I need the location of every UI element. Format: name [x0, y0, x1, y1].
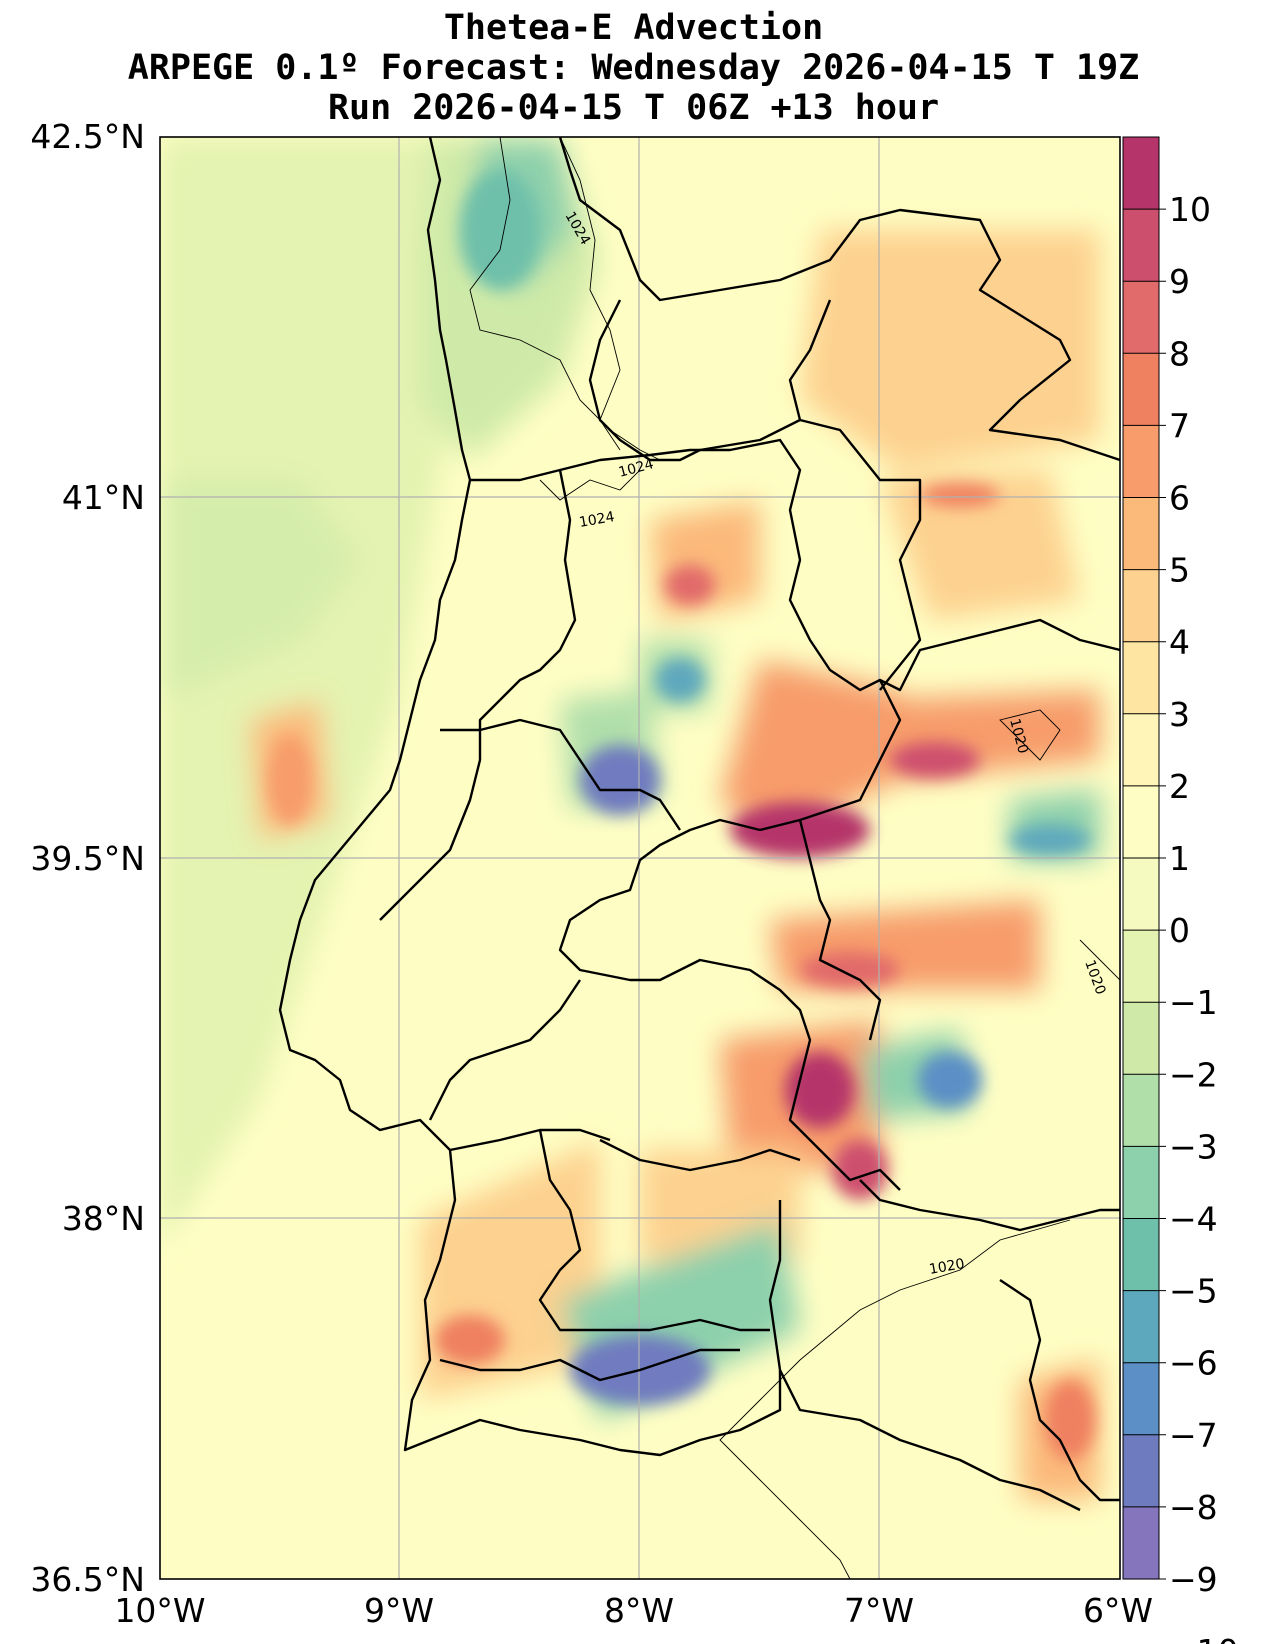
colorbar-tick-label: −4	[1169, 1200, 1218, 1239]
colorbar-segment	[1123, 425, 1159, 499]
colorbar-segment	[1123, 1074, 1159, 1147]
colorbar-segment	[1123, 858, 1159, 931]
colorbar-segment	[1123, 1146, 1159, 1220]
lat-tick-label: 42.5°N	[30, 117, 145, 156]
lat-axis: 42.5°N 41°N 39.5°N 38°N 36.5°N	[30, 117, 145, 1599]
lon-tick-label: 8°W	[604, 1591, 674, 1630]
lon-axis: 10°W 9°W 8°W 7°W 6°W	[114, 1591, 1153, 1630]
lon-tick-label: 6°W	[1083, 1591, 1153, 1630]
lon-tick-label: 7°W	[844, 1591, 914, 1630]
lon-tick-label: 10°W	[114, 1591, 205, 1630]
colorbar-segment	[1123, 930, 1159, 1003]
colorbar-tick-label: 5	[1169, 551, 1190, 590]
colorbar-tick-label: −10	[1169, 1632, 1239, 1644]
colorbar-segment	[1123, 641, 1159, 715]
coastline-borders	[278, 137, 1120, 1512]
colorbar-segment	[1123, 713, 1159, 787]
title-line-2: ARPEGE 0.1º Forecast: Wednesday 2026-04-…	[127, 48, 1140, 88]
lat-tick-label: 38°N	[62, 1199, 145, 1238]
colorbar-segment	[1123, 1218, 1159, 1292]
colorbar-segment	[1123, 497, 1159, 571]
lon-tick-label: 9°W	[364, 1591, 434, 1630]
title-line-1: Thetea-E Advection	[443, 8, 824, 48]
colorbar-segment	[1123, 209, 1159, 282]
colorbar-tick-label: 9	[1169, 262, 1190, 301]
colorbar-tick-label: 6	[1169, 479, 1190, 518]
colorbar-tick-label: −1	[1169, 983, 1218, 1022]
isobar-label: 1024	[578, 509, 616, 531]
colorbar-segment	[1123, 281, 1159, 354]
colorbar-tick-label: 10	[1169, 190, 1211, 229]
colorbar-tick-label: 2	[1169, 767, 1190, 806]
colorbar-tick-label: −3	[1169, 1127, 1218, 1166]
lat-tick-label: 41°N	[62, 478, 145, 517]
colorbar-tick-label: 3	[1169, 695, 1190, 734]
colorbar-tick-label: 1	[1169, 839, 1190, 878]
map-frame	[159, 136, 1121, 1580]
isobars	[469, 137, 1120, 1579]
colorbar-tick-label: 8	[1169, 334, 1190, 373]
colorbar-tick-label: −9	[1169, 1560, 1218, 1599]
map-area	[160, 137, 1120, 1579]
colorbar-segment	[1123, 1506, 1159, 1580]
colorbar-tick-label: 0	[1169, 911, 1190, 950]
field-cores	[268, 170, 1095, 1460]
colorbar-tick-label: 4	[1169, 623, 1190, 662]
chart-title: Thetea-E Advection ARPEGE 0.1º Forecast:…	[0, 8, 1267, 128]
lat-tick-label: 36.5°N	[30, 1560, 145, 1599]
colorbar-segment	[1123, 137, 1159, 210]
colorbar-tick-label: 7	[1169, 406, 1190, 445]
colorbar-tick-label: −7	[1169, 1416, 1218, 1455]
colorbar-tick-label: −2	[1169, 1055, 1218, 1094]
colorbar-segment	[1123, 1002, 1159, 1075]
isobar-label: 1020	[928, 1256, 966, 1278]
colorbar-segment	[1123, 569, 1159, 643]
colorbar-tick-label: −6	[1169, 1344, 1218, 1383]
colorbar-segment	[1123, 353, 1159, 426]
colorbar-segment	[1123, 785, 1159, 859]
colorbar-segment	[1123, 1290, 1159, 1364]
colorbar-segment	[1123, 1362, 1159, 1436]
lat-tick-label: 39.5°N	[30, 839, 145, 878]
colorbar-tick-label: −5	[1169, 1272, 1218, 1311]
title-line-3: Run 2026-04-15 T 06Z +13 hour	[327, 88, 940, 128]
colorbar-tick-label: −8	[1169, 1488, 1218, 1527]
gridlines	[160, 137, 1120, 1579]
colorbar-segment	[1123, 1434, 1159, 1508]
